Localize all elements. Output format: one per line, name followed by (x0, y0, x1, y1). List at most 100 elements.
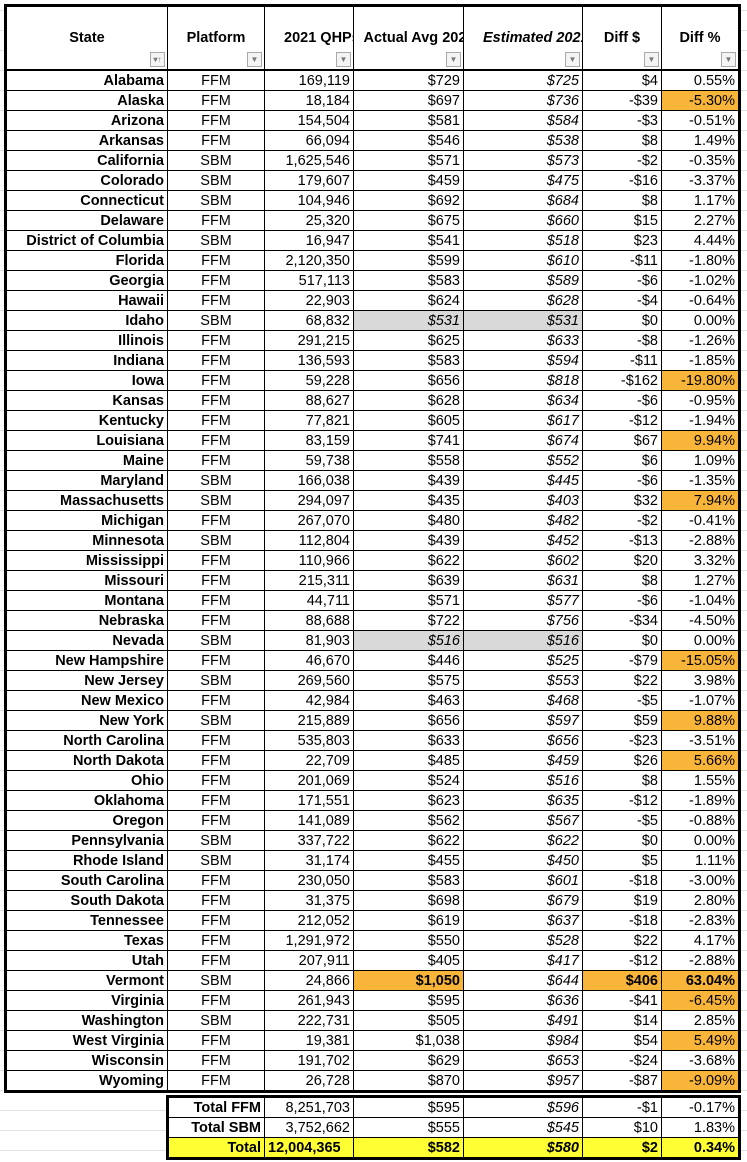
cell-qhps[interactable]: 2,120,350 (264, 250, 354, 271)
cell-state[interactable]: Florida (5, 250, 168, 271)
cell-platform[interactable]: SBM (167, 190, 265, 211)
cell-estimated[interactable]: $553 (463, 670, 583, 691)
cell-qhps[interactable]: 201,069 (264, 770, 354, 791)
cell-actual[interactable]: $1,038 (353, 1030, 464, 1051)
cell-pct[interactable]: 1.55% (661, 770, 740, 791)
cell-pct[interactable]: -0.51% (661, 110, 740, 131)
cell-pct[interactable]: 0.00% (661, 630, 740, 651)
cell-actual[interactable]: $505 (353, 1010, 464, 1031)
cell-state[interactable]: Maryland (5, 470, 168, 491)
cell-platform[interactable]: SBM (167, 230, 265, 251)
cell-state[interactable]: Montana (5, 590, 168, 611)
cell-actual[interactable]: $639 (353, 570, 464, 591)
cell-actual[interactable]: $692 (353, 190, 464, 211)
cell-state[interactable]: Arizona (5, 110, 168, 131)
cell-pct[interactable]: -1.04% (661, 590, 740, 611)
cell-platform[interactable]: FFM (167, 450, 265, 471)
cell-state[interactable]: Kansas (5, 390, 168, 411)
cell-actual[interactable]: $524 (353, 770, 464, 791)
cell-qhps[interactable]: 22,903 (264, 290, 354, 311)
cell-diff[interactable]: $0 (582, 830, 662, 851)
cell-qhps[interactable]: 42,984 (264, 690, 354, 711)
total-cell-label[interactable]: Total FFM (167, 1096, 265, 1118)
cell-pct[interactable]: 7.94% (661, 490, 740, 511)
cell-actual[interactable]: $583 (353, 350, 464, 371)
cell-platform[interactable]: FFM (167, 930, 265, 951)
cell-state[interactable]: Minnesota (5, 530, 168, 551)
cell-qhps[interactable]: 337,722 (264, 830, 354, 851)
cell-estimated[interactable]: $601 (463, 870, 583, 891)
cell-qhps[interactable]: 26,728 (264, 1070, 354, 1092)
cell-pct[interactable]: 2.80% (661, 890, 740, 911)
cell-estimated[interactable]: $518 (463, 230, 583, 251)
cell-actual[interactable]: $575 (353, 670, 464, 691)
cell-estimated[interactable]: $525 (463, 650, 583, 671)
cell-pct[interactable]: -2.83% (661, 910, 740, 931)
cell-qhps[interactable]: 212,052 (264, 910, 354, 931)
cell-actual[interactable]: $629 (353, 1050, 464, 1071)
cell-pct[interactable]: 1.17% (661, 190, 740, 211)
total-cell-estimated[interactable]: $580 (463, 1137, 583, 1159)
cell-actual[interactable]: $546 (353, 130, 464, 151)
cell-estimated[interactable]: $445 (463, 470, 583, 491)
cell-state[interactable]: New York (5, 710, 168, 731)
cell-state[interactable]: Delaware (5, 210, 168, 231)
cell-pct[interactable]: 0.55% (661, 69, 740, 91)
total-cell-diff[interactable]: $2 (582, 1137, 662, 1159)
cell-estimated[interactable]: $475 (463, 170, 583, 191)
cell-qhps[interactable]: 267,070 (264, 510, 354, 531)
filter-dropdown-icon[interactable]: ▼ (644, 52, 659, 67)
cell-platform[interactable]: FFM (167, 650, 265, 671)
cell-diff[interactable]: -$2 (582, 150, 662, 171)
filter-dropdown-icon[interactable]: ▼ (336, 52, 351, 67)
cell-diff[interactable]: -$162 (582, 370, 662, 391)
cell-qhps[interactable]: 77,821 (264, 410, 354, 431)
cell-diff[interactable]: $15 (582, 210, 662, 231)
cell-estimated[interactable]: $679 (463, 890, 583, 911)
cell-pct[interactable]: -4.50% (661, 610, 740, 631)
cell-pct[interactable]: 2.85% (661, 1010, 740, 1031)
cell-diff[interactable]: -$11 (582, 250, 662, 271)
cell-actual[interactable]: $698 (353, 890, 464, 911)
cell-qhps[interactable]: 59,228 (264, 370, 354, 391)
cell-diff[interactable]: -$3 (582, 110, 662, 131)
cell-actual[interactable]: $435 (353, 490, 464, 511)
cell-platform[interactable]: FFM (167, 550, 265, 571)
cell-platform[interactable]: FFM (167, 210, 265, 231)
cell-qhps[interactable]: 112,804 (264, 530, 354, 551)
cell-qhps[interactable]: 179,607 (264, 170, 354, 191)
cell-estimated[interactable]: $610 (463, 250, 583, 271)
cell-diff[interactable]: $8 (582, 770, 662, 791)
cell-pct[interactable]: 1.49% (661, 130, 740, 151)
cell-actual[interactable]: $619 (353, 910, 464, 931)
cell-pct[interactable]: -3.37% (661, 170, 740, 191)
cell-estimated[interactable]: $567 (463, 810, 583, 831)
cell-actual[interactable]: $722 (353, 610, 464, 631)
cell-state[interactable]: Utah (5, 950, 168, 971)
cell-pct[interactable]: -2.88% (661, 950, 740, 971)
cell-qhps[interactable]: 104,946 (264, 190, 354, 211)
cell-estimated[interactable]: $516 (463, 770, 583, 791)
cell-estimated[interactable]: $531 (463, 310, 583, 331)
cell-estimated[interactable]: $597 (463, 710, 583, 731)
cell-estimated[interactable]: $725 (463, 69, 583, 91)
cell-pct[interactable]: -3.00% (661, 870, 740, 891)
cell-state[interactable]: South Carolina (5, 870, 168, 891)
cell-pct[interactable]: 4.17% (661, 930, 740, 951)
cell-actual[interactable]: $516 (353, 630, 464, 651)
cell-platform[interactable]: SBM (167, 310, 265, 331)
total-cell-pct[interactable]: 0.34% (661, 1137, 740, 1159)
cell-pct[interactable]: 9.94% (661, 430, 740, 451)
cell-platform[interactable]: FFM (167, 590, 265, 611)
total-cell-estimated[interactable]: $596 (463, 1096, 583, 1118)
cell-diff[interactable]: -$6 (582, 390, 662, 411)
cell-platform[interactable]: SBM (167, 490, 265, 511)
cell-state[interactable]: Arkansas (5, 130, 168, 151)
cell-actual[interactable]: $622 (353, 830, 464, 851)
cell-diff[interactable]: $26 (582, 750, 662, 771)
cell-diff[interactable]: -$12 (582, 410, 662, 431)
total-cell-qhps[interactable]: 12,004,365 (264, 1137, 354, 1159)
cell-estimated[interactable]: $656 (463, 730, 583, 751)
cell-qhps[interactable]: 19,381 (264, 1030, 354, 1051)
cell-diff[interactable]: $8 (582, 190, 662, 211)
